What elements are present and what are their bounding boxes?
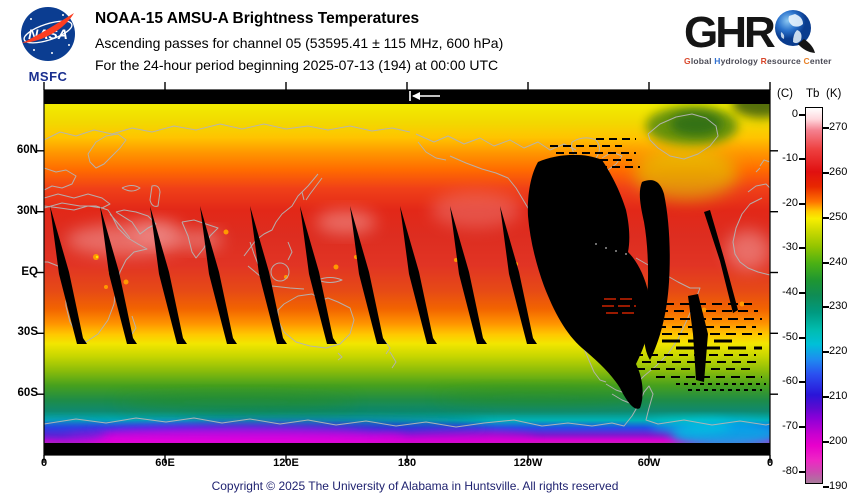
map-field: [44, 90, 770, 455]
ghrc-wordmark: GHR: [684, 8, 776, 57]
north-polar-band: [44, 90, 770, 104]
scan-line-dropouts: [548, 138, 766, 391]
subtitle-period: For the 24-hour period beginning 2025-07…: [95, 57, 499, 73]
missing-data-region: [527, 154, 708, 409]
colorbar-gradient: [805, 107, 823, 484]
cb-k-190: 190: [829, 480, 848, 492]
page-title: NOAA-15 AMSU-A Brightness Temperatures: [95, 10, 420, 27]
ghrc-logo: GHR Global Hydrology Resource Center: [684, 8, 848, 67]
cb-k-200: 200: [829, 435, 848, 447]
lat-label-30s: 30S: [17, 326, 38, 338]
cb-c-20: -20: [782, 197, 798, 209]
cb-c-10: -10: [782, 152, 798, 164]
nasa-meatball-icon: NASA: [21, 7, 75, 61]
south-polar-band: [44, 443, 770, 455]
brightness-temperature-map: [36, 82, 778, 463]
colorbar-unit-c: (C): [777, 88, 793, 100]
island-specks: [595, 243, 627, 255]
temperature-patches: [44, 90, 770, 449]
ghrc-tagline: Global Hydrology Resource Center: [684, 56, 832, 66]
dateline-arrow-icon: [409, 91, 440, 101]
cb-c-40: -40: [782, 286, 798, 298]
cb-c-0: 0: [791, 108, 798, 120]
nasa-msfc-logo: NASA MSFC: [12, 5, 84, 84]
cb-c-30: -30: [782, 241, 798, 253]
cb-k-220: 220: [829, 345, 848, 357]
title-block: NOAA-15 AMSU-A Brightness Temperatures A…: [95, 10, 655, 79]
colorbar-quantity: Tb: [806, 88, 820, 100]
lon-label-60e: 60E: [155, 457, 175, 469]
ghrc-globe-icon: [774, 10, 815, 53]
cb-c-60: -60: [782, 375, 798, 387]
lat-label-60s: 60S: [17, 387, 38, 399]
lat-label-eq: EQ: [21, 266, 38, 278]
map-frame: [36, 82, 778, 463]
cb-k-240: 240: [829, 256, 848, 268]
cb-c-70: -70: [782, 420, 798, 432]
msfc-label: MSFC: [28, 69, 68, 84]
cb-k-210: 210: [829, 390, 848, 402]
lon-label-120w: 120W: [513, 457, 543, 469]
copyright-text: Copyright © 2025 The University of Alaba…: [211, 479, 619, 493]
cb-k-260: 260: [829, 166, 848, 178]
colorbar-unit-k: (K): [826, 88, 842, 100]
lat-label-30n: 30N: [16, 205, 38, 217]
lon-label-180: 180: [397, 457, 417, 469]
lon-label-0w: 0: [40, 457, 48, 469]
cb-c-80: -80: [782, 465, 798, 477]
lat-label-60n: 60N: [16, 144, 38, 156]
lon-label-120e: 120E: [273, 457, 299, 469]
cb-k-230: 230: [829, 300, 848, 312]
subtitle-channel: Ascending passes for channel 05 (53595.4…: [95, 35, 504, 51]
lon-label-60w: 60W: [637, 457, 661, 469]
cb-k-270: 270: [829, 121, 848, 133]
lon-label-0e: 0: [766, 457, 774, 469]
cb-k-250: 250: [829, 211, 848, 223]
cb-c-50: -50: [782, 331, 798, 343]
swath-gap-slivers: [50, 206, 738, 344]
